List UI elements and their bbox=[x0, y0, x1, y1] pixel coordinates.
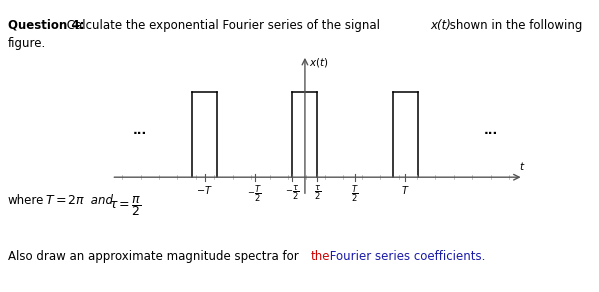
Text: ...: ... bbox=[484, 124, 498, 137]
Text: $T = 2\pi$: $T = 2\pi$ bbox=[45, 194, 86, 207]
Text: $T$: $T$ bbox=[401, 184, 410, 196]
Text: ...: ... bbox=[133, 124, 147, 137]
Text: x(t): x(t) bbox=[430, 19, 451, 32]
Text: the: the bbox=[310, 250, 330, 263]
Text: $-\dfrac{T}{2}$: $-\dfrac{T}{2}$ bbox=[247, 184, 262, 204]
Text: $-\dfrac{\tau}{2}$: $-\dfrac{\tau}{2}$ bbox=[285, 184, 300, 202]
Text: Calculate the exponential Fourier series of the signal: Calculate the exponential Fourier series… bbox=[63, 19, 383, 32]
Text: Also draw an approximate magnitude spectra for: Also draw an approximate magnitude spect… bbox=[8, 250, 302, 263]
Text: shown in the following: shown in the following bbox=[446, 19, 583, 32]
Text: figure.: figure. bbox=[8, 36, 46, 50]
Text: $\tau = \dfrac{\pi}{2}$: $\tau = \dfrac{\pi}{2}$ bbox=[109, 194, 142, 218]
Text: Question 4:: Question 4: bbox=[8, 19, 84, 32]
Text: where: where bbox=[8, 194, 44, 207]
Text: $-T$: $-T$ bbox=[196, 184, 213, 196]
Text: Fourier series coefficients.: Fourier series coefficients. bbox=[326, 250, 485, 263]
Text: $x(t)$: $x(t)$ bbox=[308, 56, 328, 69]
Text: $t$: $t$ bbox=[519, 160, 525, 173]
Text: $\dfrac{T}{2}$: $\dfrac{T}{2}$ bbox=[351, 184, 359, 204]
Text: $\dfrac{\tau}{2}$: $\dfrac{\tau}{2}$ bbox=[314, 184, 321, 202]
Text: and: and bbox=[87, 194, 113, 207]
